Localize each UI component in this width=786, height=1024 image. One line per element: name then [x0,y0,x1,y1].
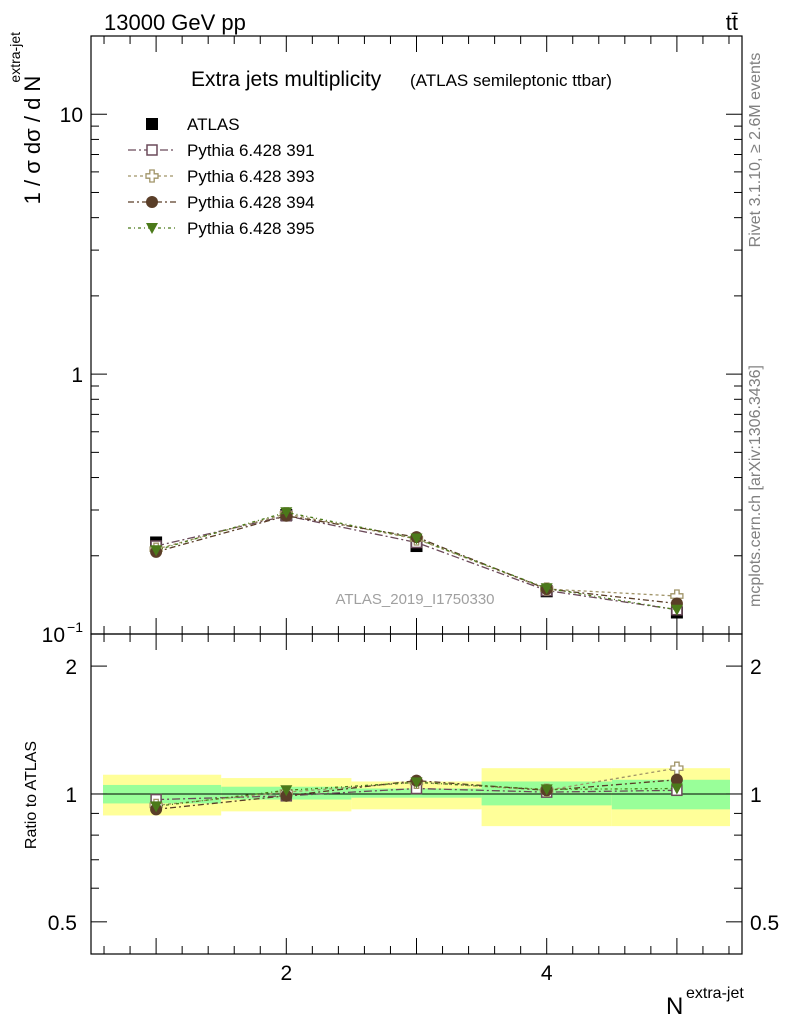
series-line-s395 [155,511,678,611]
legend-marker-atlas [146,118,158,130]
ratio-point-s395 [150,801,163,813]
ratio-y-axis-label: Ratio to ATLAS [23,741,40,849]
ratio-y-tick-label-right: 0.5 [750,912,779,935]
legend-label-atlas: ATLAS [187,115,240,134]
ratio-point-s394 [670,773,683,786]
ratio-y-tick-label-left: 0.5 [48,912,77,935]
ratio-point-s395 [280,785,293,797]
main-y-tick-label: 1 [71,364,83,387]
legend-label-s391: Pythia 6.428 391 [187,141,315,160]
legend-marker-s393 [145,169,159,183]
series-line-s391 [155,515,677,611]
main-y-axis-label: 1 / σ dσ / d N [20,76,45,205]
main-y-axis-label-base: 1 / σ dσ / d N [20,76,45,205]
main-y-axis-label-sup: extra-jet [7,32,23,83]
legend-label-s395: Pythia 6.428 395 [187,219,315,238]
data-point-s395 [670,604,683,616]
header-energy-label: 13000 GeV pp [104,10,246,35]
legend-marker-s394 [146,196,158,208]
ratio-y-tick-label-left: 1 [65,784,77,807]
data-point-s395 [280,507,293,519]
ratio-y-tick-label-right: 2 [750,656,762,679]
legend-marker-s391 [146,144,158,156]
data-point-s395 [410,533,423,545]
series-line-s393 [155,513,677,597]
x-tick-label: 4 [541,962,553,985]
x-axis-label: N [666,993,683,1020]
data-point-s395 [540,583,553,595]
ratio-point-s395 [670,783,683,795]
main-y-tick-label-exponent: −1 [67,619,83,635]
analysis-watermark: ATLAS_2019_I1750330 [335,591,494,608]
rivet-version-label: Rivet 3.1.10, ≥ 2.6M events [747,53,764,248]
ratio-y-tick-label-right: 1 [750,784,762,807]
data-point-s395 [150,545,163,557]
legend-label-s393: Pythia 6.428 393 [187,167,315,186]
main-y-tick-label: 10 [60,104,83,127]
header-process-label: tt̄ [726,10,738,35]
main-y-tick-label: 10 [42,624,65,647]
ratio-y-tick-label-left: 2 [65,656,77,679]
legend-marker-s395 [146,223,158,234]
ratio-point-s395 [410,777,423,789]
ratio-point-s393 [670,761,684,775]
ratio-point-s395 [540,784,553,796]
x-tick-label: 2 [280,962,292,985]
legend: ATLAS Pythia 6.428 391 Pythia 6.428 393 Pyt… [128,115,315,238]
mcplots-reference-label: mcplots.cern.ch [arXiv:1306.3436] [747,365,764,607]
main-title: Extra jets multiplicity (ATLAS semilepto… [191,68,612,91]
legend-label-s394: Pythia 6.428 394 [187,193,315,212]
data-series [149,507,684,816]
main-title-text: Extra jets multiplicity [191,68,382,91]
main-subtitle-text: (ATLAS semileptonic ttbar) [410,71,612,90]
x-axis-label-base: N [666,993,683,1020]
ratio-band-inner [611,779,730,810]
x-axis-label-sup: extra-jet [686,985,744,1002]
